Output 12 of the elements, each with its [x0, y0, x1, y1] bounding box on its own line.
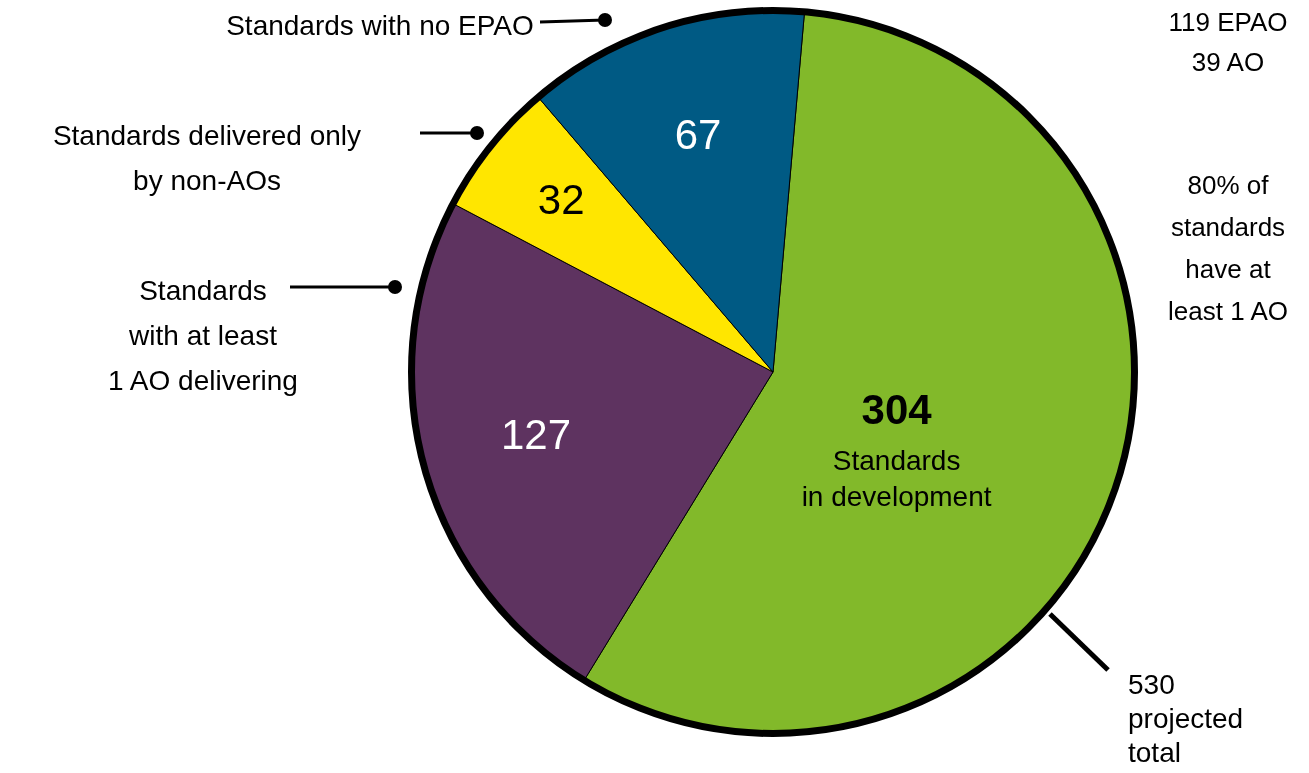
text: 80% of standards have at least 1 AO	[1167, 169, 1289, 328]
slice-label: Standards with no EPAO	[226, 9, 534, 43]
data-label: 32	[537, 176, 585, 224]
text: 39 AO	[1190, 46, 1266, 79]
data-label: 304	[861, 386, 933, 434]
slice-label: Standards with at least 1 AO delivering	[108, 274, 298, 398]
slice-label: Standards in development	[801, 445, 992, 513]
data-label: 67	[674, 111, 722, 159]
legend-label: Standards delivered only by non-AOs	[52, 119, 362, 198]
text: 119 EPAO	[1167, 6, 1289, 39]
text: 530 projected total	[1128, 668, 1244, 770]
data-label: 127	[500, 410, 572, 458]
